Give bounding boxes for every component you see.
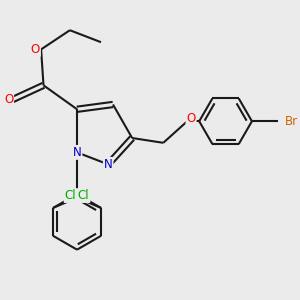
Text: O: O [187,112,196,125]
Text: N: N [73,146,81,159]
Text: Br: Br [285,115,298,128]
Text: O: O [4,93,13,106]
Text: N: N [104,158,112,171]
Text: Cl: Cl [64,189,76,202]
Text: O: O [31,43,40,56]
Text: Cl: Cl [78,189,89,202]
